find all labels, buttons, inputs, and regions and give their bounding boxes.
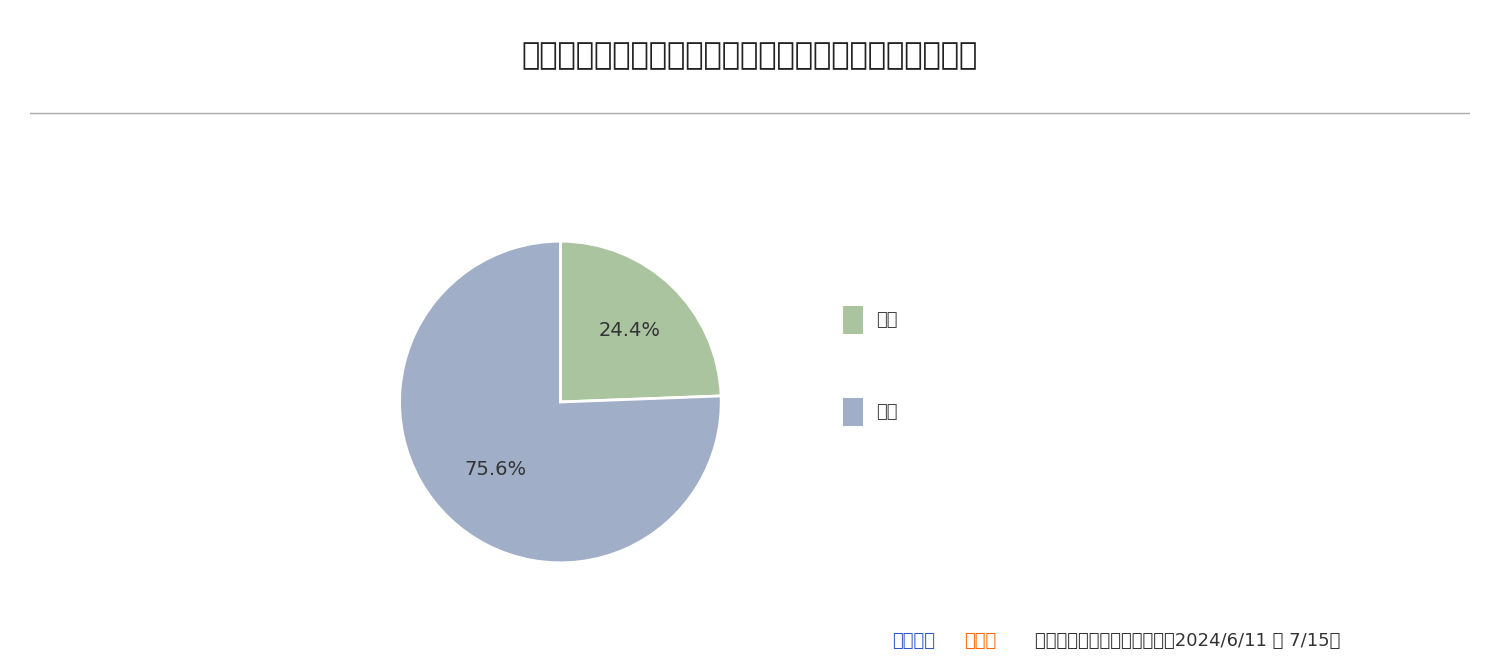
Bar [843,306,862,334]
Wedge shape [399,241,722,563]
Text: キッズ: キッズ [964,632,996,650]
Text: ニフティ: ニフティ [892,632,936,650]
Text: ない: ない [876,403,898,421]
Bar [843,398,862,426]
Text: 小中学生グラフ: 小中学生グラフ [628,154,722,174]
Text: 24.4%: 24.4% [598,321,660,340]
Text: ある: ある [876,311,898,328]
Text: 調べ（アンケート実施期間：2024/6/11 ～ 7/15）: 調べ（アンケート実施期間：2024/6/11 ～ 7/15） [1035,632,1341,650]
Text: 【ネッ友がいる人へ】ネッ友とつき合ったことはある？: 【ネッ友がいる人へ】ネッ友とつき合ったことはある？ [522,41,978,70]
Wedge shape [561,241,722,402]
Text: 75.6%: 75.6% [465,460,526,478]
